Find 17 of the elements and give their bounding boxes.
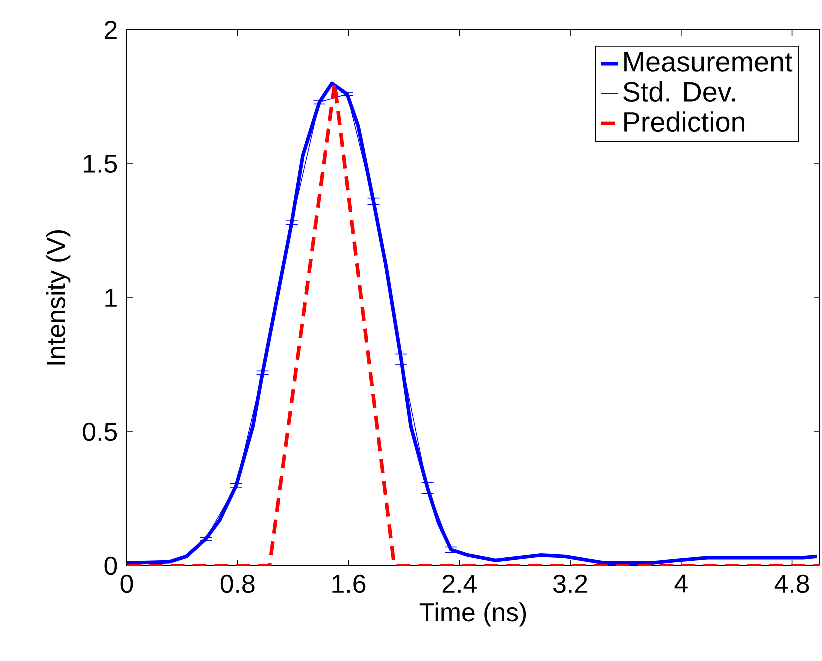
- y-tick-label: 1: [106, 289, 117, 307]
- x-tick-label: 0.8: [220, 574, 255, 594]
- x-tick-label: 3.2: [554, 574, 588, 594]
- y-tick-label: 2: [105, 20, 117, 40]
- x-tick-label: 4: [674, 574, 688, 593]
- y-tick-label: 0.5: [83, 422, 118, 442]
- x-tick-label: 1.6: [332, 574, 366, 594]
- legend-label: Prediction: [624, 112, 745, 132]
- y-axis-title: Intensity (V): [46, 230, 71, 365]
- y-tick-label: 1.5: [84, 154, 118, 174]
- legend-label: Std. Dev.: [624, 82, 736, 102]
- x-tick-label: 2.4: [442, 574, 477, 593]
- x-tick-label: 4.8: [774, 574, 810, 594]
- x-axis-title: Time (ns): [420, 602, 526, 627]
- y-tick-label: 0: [104, 556, 118, 576]
- legend-label: Measurement: [624, 52, 793, 72]
- x-tick-label: 0: [120, 574, 134, 594]
